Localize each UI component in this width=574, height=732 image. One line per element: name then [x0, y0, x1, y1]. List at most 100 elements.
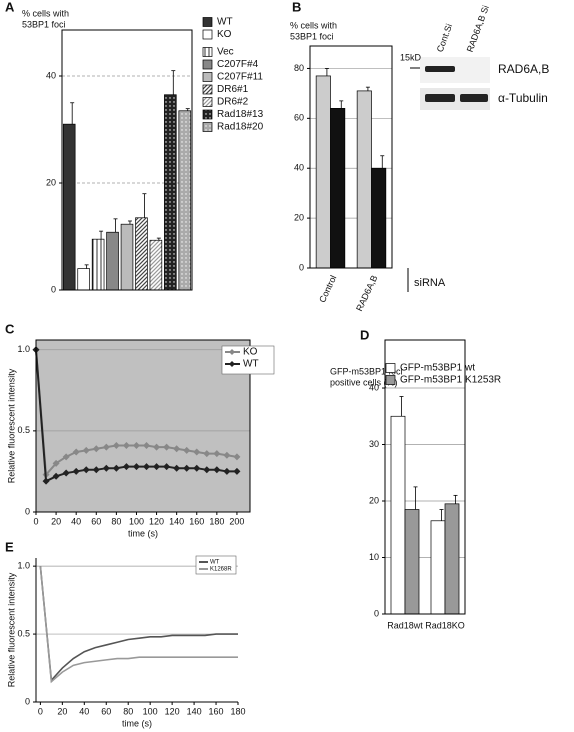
x-tick-label: 180: [209, 516, 224, 526]
legend-label: DR6#2: [217, 97, 249, 108]
x-tick-label: 140: [169, 516, 184, 526]
legend-label: WT: [217, 17, 233, 28]
bar: [135, 217, 148, 291]
marker: [173, 464, 181, 472]
marker: [223, 467, 231, 475]
marker: [42, 477, 50, 485]
legend-label: WT: [210, 560, 220, 566]
y-tick-label: 0.5: [17, 425, 30, 435]
marker: [183, 464, 191, 472]
x-tick-label: 200: [229, 516, 244, 526]
lane-label: RAD6A,B Si: [465, 4, 491, 53]
marker: [82, 466, 90, 474]
y-tick-label: 30: [369, 439, 379, 449]
plot-background: [36, 340, 250, 512]
y-tick-label: 0: [374, 608, 379, 618]
legend-label: K1268R: [210, 567, 232, 573]
legend-swatch: [202, 47, 213, 57]
bar: [106, 231, 119, 291]
y-tick-label: 20: [294, 212, 304, 222]
panel-label: C: [5, 321, 15, 336]
blot-band: [425, 66, 455, 72]
marker: [112, 441, 120, 449]
bar: [356, 90, 372, 269]
marker: [92, 445, 100, 453]
y-axis-label: GFP-m53BP1 foci: [330, 366, 403, 376]
legend-marker: [229, 361, 235, 367]
line-series: [39, 566, 238, 683]
y-tick-label: 1.0: [17, 561, 30, 571]
legend-label: C207F#11: [217, 72, 263, 83]
legend-marker: [229, 349, 235, 355]
y-tick-label: 40: [46, 70, 56, 80]
x-axis-label: time (s): [128, 528, 158, 538]
y-tick-label: 0: [25, 506, 30, 516]
marker: [62, 453, 70, 461]
blot-band: [425, 94, 455, 102]
marker: [102, 464, 110, 472]
panel-label: B: [292, 0, 301, 14]
legend-label: Vec: [217, 47, 234, 58]
marker: [153, 463, 161, 471]
western-blot: 15kD Cont.Si RAD6A,B Si RAD6A,B α-Tubuli…: [400, 4, 549, 110]
lane-label: Cont.Si: [435, 22, 454, 53]
bar: [371, 167, 387, 269]
marker: [143, 463, 151, 471]
line-series: [39, 566, 238, 684]
bar: [178, 110, 192, 291]
x-axis-label: time (s): [122, 718, 152, 728]
legend-label: KO: [243, 347, 258, 358]
bar: [330, 108, 346, 269]
marker: [153, 443, 161, 451]
legend-label: C207F#4: [217, 59, 259, 70]
y-axis-label: 53BP1 foci: [290, 31, 334, 41]
y-tick-label: 60: [294, 113, 304, 123]
marker: [72, 448, 80, 456]
marker: [203, 466, 211, 474]
marker: [82, 446, 90, 454]
y-axis-label: % cells with: [290, 20, 337, 30]
band-label: RAD6A,B: [498, 62, 549, 76]
bar: [444, 503, 460, 615]
marker: [233, 467, 241, 475]
bar: [430, 520, 446, 615]
x-tick-label: 80: [123, 706, 133, 716]
bar: [390, 415, 406, 615]
marker: [62, 469, 70, 477]
marker: [193, 464, 201, 472]
panel-label: D: [360, 327, 369, 342]
y-tick-label: 40: [369, 382, 379, 392]
x-tick-label: 60: [101, 706, 111, 716]
legend-swatch: [202, 84, 213, 95]
legend-swatch: [385, 375, 396, 385]
marker: [223, 451, 231, 459]
x-tick-label: Control: [317, 274, 338, 305]
x-tick-label: 40: [71, 516, 81, 526]
marker: [102, 443, 110, 451]
x-axis-label: siRNA: [414, 277, 446, 289]
x-tick-label: 160: [209, 706, 224, 716]
x-tick-label: 100: [143, 706, 158, 716]
marker: [213, 466, 221, 474]
marker: [163, 463, 171, 471]
bar: [77, 268, 90, 291]
x-tick-label: 20: [51, 516, 61, 526]
marker: [112, 464, 120, 472]
marker: [233, 453, 241, 461]
legend-swatch: [202, 109, 213, 120]
plot-frame: [35, 339, 251, 513]
marker: [132, 441, 140, 449]
panel-label: A: [5, 0, 15, 14]
panel-label: E: [5, 539, 14, 554]
marker: [183, 446, 191, 454]
marker: [213, 450, 221, 458]
legend-label: DR6#1: [217, 84, 249, 95]
x-tick-label: 160: [189, 516, 204, 526]
marker: [203, 450, 211, 458]
legend-label: GFP-m53BP1 wt: [400, 363, 475, 374]
marker: [122, 441, 130, 449]
legend-label: Rad18#20: [217, 122, 264, 133]
marker: [92, 466, 100, 474]
